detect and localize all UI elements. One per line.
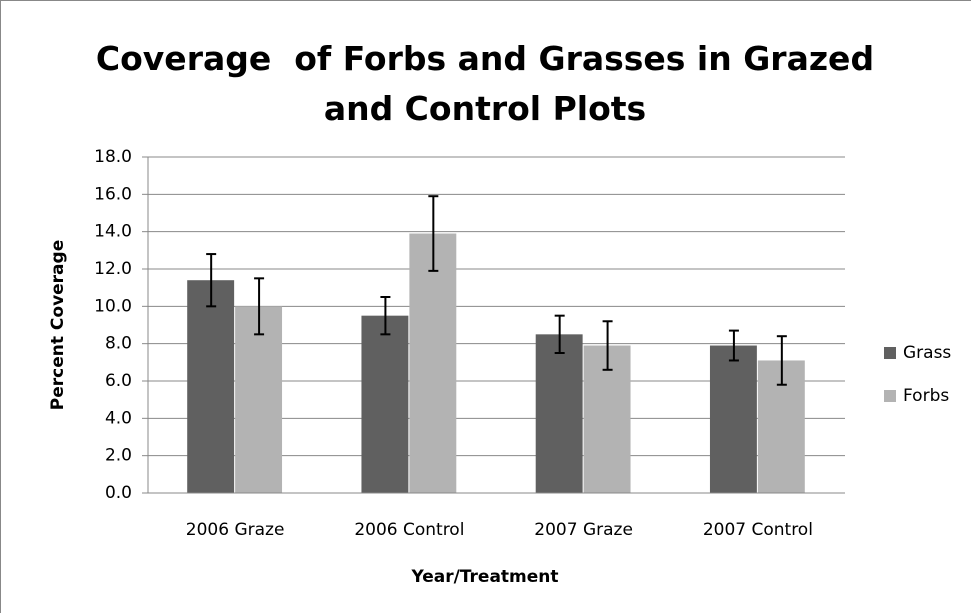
bar — [235, 306, 283, 493]
legend-swatch — [884, 390, 896, 402]
error-bar — [428, 195, 439, 272]
bar — [409, 233, 457, 494]
bar — [535, 334, 583, 493]
error-bar — [380, 296, 391, 336]
error-bar — [776, 335, 787, 386]
y-tick-label: 0.0 — [105, 483, 132, 503]
x-tick-label: 2007 Graze — [534, 520, 633, 540]
y-axis-label: Percent Coverage — [48, 240, 68, 410]
y-tick-label: 2.0 — [105, 446, 132, 466]
error-bar — [728, 329, 739, 362]
error-bar — [554, 314, 565, 354]
y-tick-label: 4.0 — [105, 408, 132, 428]
y-tick-label: 6.0 — [105, 371, 132, 391]
bar — [361, 315, 409, 493]
legend-label: Forbs — [903, 386, 949, 406]
x-tick-label: 2006 Control — [354, 520, 464, 540]
y-tick-label: 12.0 — [94, 259, 132, 279]
bar — [709, 345, 757, 493]
error-bar — [602, 320, 613, 371]
chart-title: Coverage of Forbs and Grasses in Grazed … — [95, 39, 886, 128]
y-tick-label: 10.0 — [94, 296, 132, 316]
error-bar — [206, 253, 217, 308]
legend-label: Grass — [903, 343, 951, 363]
x-axis-label: Year/Treatment — [410, 567, 558, 587]
x-tick-label: 2006 Graze — [186, 520, 285, 540]
y-tick-label: 14.0 — [94, 222, 132, 242]
x-tick-label: 2007 Control — [703, 520, 813, 540]
bar — [187, 280, 235, 493]
y-tick-label: 8.0 — [105, 334, 132, 354]
y-tick-label: 16.0 — [94, 184, 132, 204]
error-bar — [254, 277, 265, 336]
y-tick-label: 18.0 — [94, 147, 132, 167]
legend-swatch — [884, 347, 896, 359]
